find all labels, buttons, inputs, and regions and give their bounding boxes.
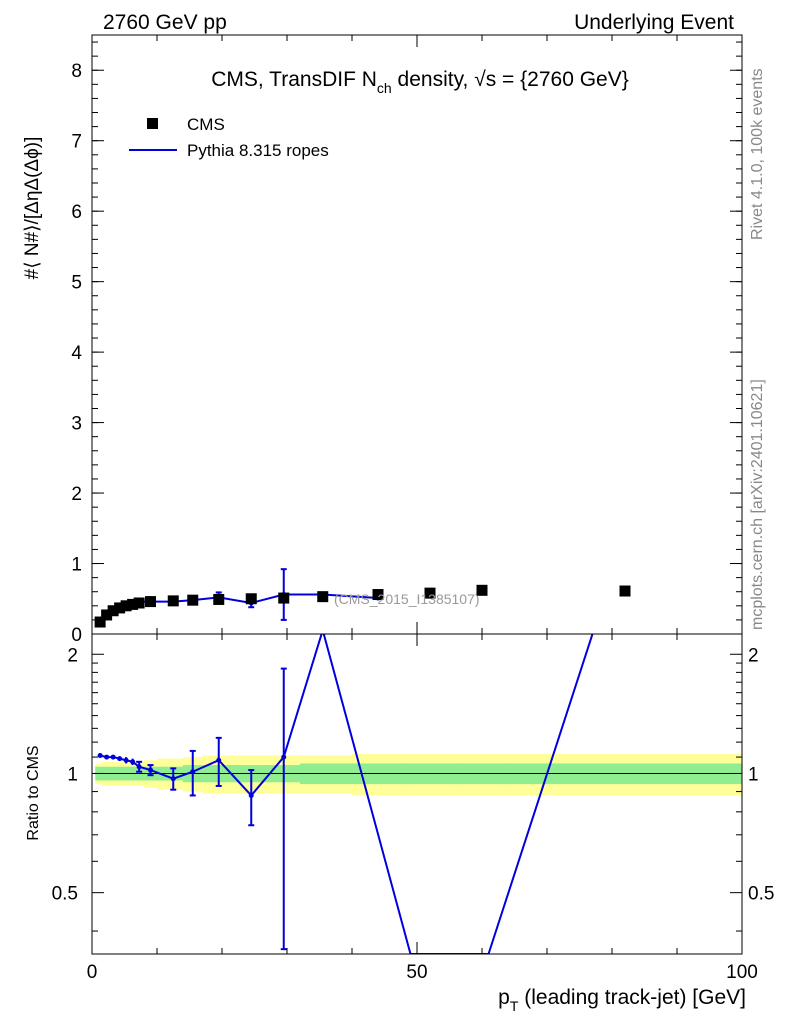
main-y-tick-label: 2: [71, 484, 82, 505]
ratio-y-tick-label-right: 0.5: [748, 884, 774, 905]
cms-data-point: [120, 600, 132, 612]
main-y-tick-label: 7: [71, 132, 82, 153]
ratio-y-tick-label-right: 2: [748, 645, 759, 666]
ratio-point: [123, 757, 129, 763]
ratio-point: [248, 792, 254, 798]
x-axis-label: pT (leading track-jet) [GeV]: [498, 986, 746, 1014]
ratio-point: [148, 767, 153, 773]
cms-data-point: [94, 616, 106, 628]
ratio-point: [190, 769, 196, 775]
x-tick-label: 50: [406, 962, 427, 983]
ratio-point: [170, 776, 176, 782]
cms-data-point: [145, 596, 156, 608]
legend-mc-label: Pythia 8.315 ropes: [187, 141, 329, 160]
mcplots-label: mcplots.cern.ch [arXiv:2401.10621]: [749, 379, 766, 630]
x-tick-label: 0: [87, 962, 98, 983]
ratio-y-tick-label: 1: [67, 764, 78, 785]
y-axis-label: #⟨ N#⟩/[ΔηΔ(Δϕ)]: [22, 137, 43, 280]
x-axis-label-p: p: [498, 986, 510, 1009]
ratio-y-tick-label-right: 1: [748, 764, 759, 785]
cms-data-point: [424, 587, 436, 599]
ratio-point: [117, 756, 123, 762]
ratio-plot: 0.5 0.5 1 1 2 2 0 50 100: [52, 633, 774, 983]
title-prefix: CMS, TransDIF N: [211, 68, 377, 91]
cms-data-point: [317, 591, 329, 603]
ratio-y-axis-label: Ratio to CMS: [25, 745, 42, 840]
cms-data-point: [114, 602, 126, 614]
ratio-y-tick-label: 0.5: [52, 884, 78, 905]
main-y-tick-label: 3: [71, 414, 82, 435]
ratio-point: [130, 759, 136, 765]
legend-data-label: CMS: [187, 115, 225, 134]
ratio-point: [110, 754, 116, 760]
ratio-point: [136, 764, 142, 770]
cms-data-point: [187, 594, 199, 606]
plot-title: CMS, TransDIF Nch density, √s = {2760 Ge…: [211, 68, 629, 96]
title-energy: = {2760 GeV}: [496, 68, 629, 91]
title-sub: ch: [377, 80, 392, 96]
main-y-tick-label: 0: [71, 625, 82, 646]
x-tick-label: 100: [726, 962, 758, 983]
rivet-label: Rivet 4.1.0, 100k events: [749, 68, 766, 240]
legend: CMS Pythia 8.315 ropes: [129, 115, 329, 160]
x-axis-label-rest: (leading track-jet) [GeV]: [518, 986, 746, 1009]
cms-data-point: [278, 592, 290, 604]
ratio-point: [216, 757, 222, 763]
main-y-tick-label: 5: [71, 273, 82, 294]
cms-data-point: [133, 597, 145, 609]
cms-data-point: [127, 598, 139, 610]
x-axis-label-sub: T: [510, 998, 519, 1014]
cms-data-point: [619, 585, 631, 597]
main-y-tick-label: 4: [71, 343, 82, 364]
header-right: Underlying Event: [574, 11, 734, 34]
cms-data-point: [101, 609, 113, 621]
cms-data-point: [167, 595, 179, 607]
ratio-y-tick-label: 2: [67, 645, 78, 666]
ratio-point: [281, 754, 287, 760]
ratio-point: [97, 753, 103, 759]
cms-data-point: [476, 584, 488, 596]
title-suffix: density,: [392, 68, 474, 91]
legend-data-marker: [147, 118, 158, 129]
ratio-point: [104, 754, 110, 760]
cms-data-point: [107, 605, 119, 617]
cms-data-point: [213, 593, 225, 605]
main-y-tick-label: 6: [71, 202, 82, 223]
main-y-tick-label: 1: [71, 555, 82, 576]
main-y-tick-label: 8: [71, 61, 82, 82]
title-sqrt: √s: [474, 68, 496, 91]
cms-data-point: [372, 589, 384, 601]
main-plot: 0 1 2 3 4 5 6 7 8 CMS, TransDIF Nch density, √s …: [71, 34, 743, 646]
cms-data-point: [245, 593, 257, 605]
analysis-watermark: (CMS_2015_I1385107): [334, 591, 480, 607]
header-left: 2760 GeV pp: [103, 11, 227, 34]
